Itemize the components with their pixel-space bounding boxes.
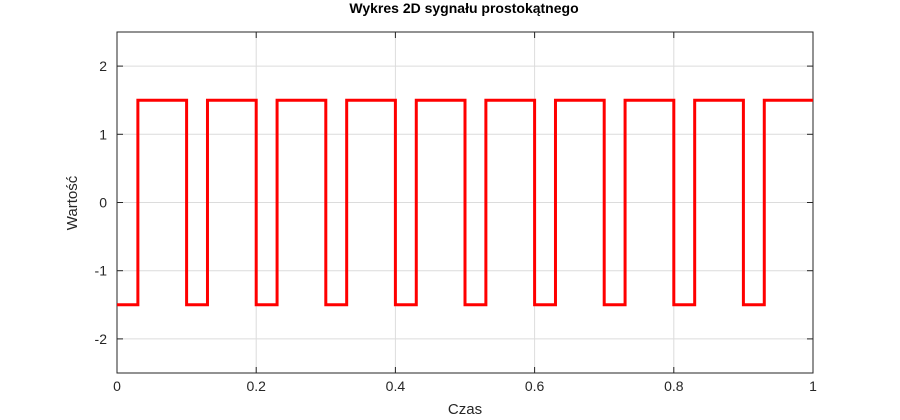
y-tick-label: -2 bbox=[95, 331, 108, 347]
y-tick-label: 0 bbox=[99, 195, 107, 211]
series bbox=[117, 98, 813, 307]
x-tick-label: 0.6 bbox=[525, 378, 545, 394]
x-tick-label: 0.4 bbox=[386, 378, 406, 394]
series-line bbox=[117, 98, 813, 307]
x-tick-label: 1 bbox=[809, 378, 817, 394]
y-tick-label: 1 bbox=[99, 126, 107, 142]
x-tick-label: 0.8 bbox=[664, 378, 684, 394]
x-tick-label: 0 bbox=[113, 378, 121, 394]
axis-ticks: 0 0.2 0.4 0.6 0.8 1 2 1 0 -1 -2 bbox=[95, 32, 817, 394]
y-tick-label: 2 bbox=[99, 58, 107, 74]
y-axis-label: Wartość bbox=[64, 175, 81, 230]
x-axis-label: Czas bbox=[448, 401, 482, 418]
x-tick-label: 0.2 bbox=[246, 378, 266, 394]
y-tick-label: -1 bbox=[95, 263, 108, 279]
chart-title: Wykres 2D sygnału prostokątnego bbox=[349, 0, 578, 16]
